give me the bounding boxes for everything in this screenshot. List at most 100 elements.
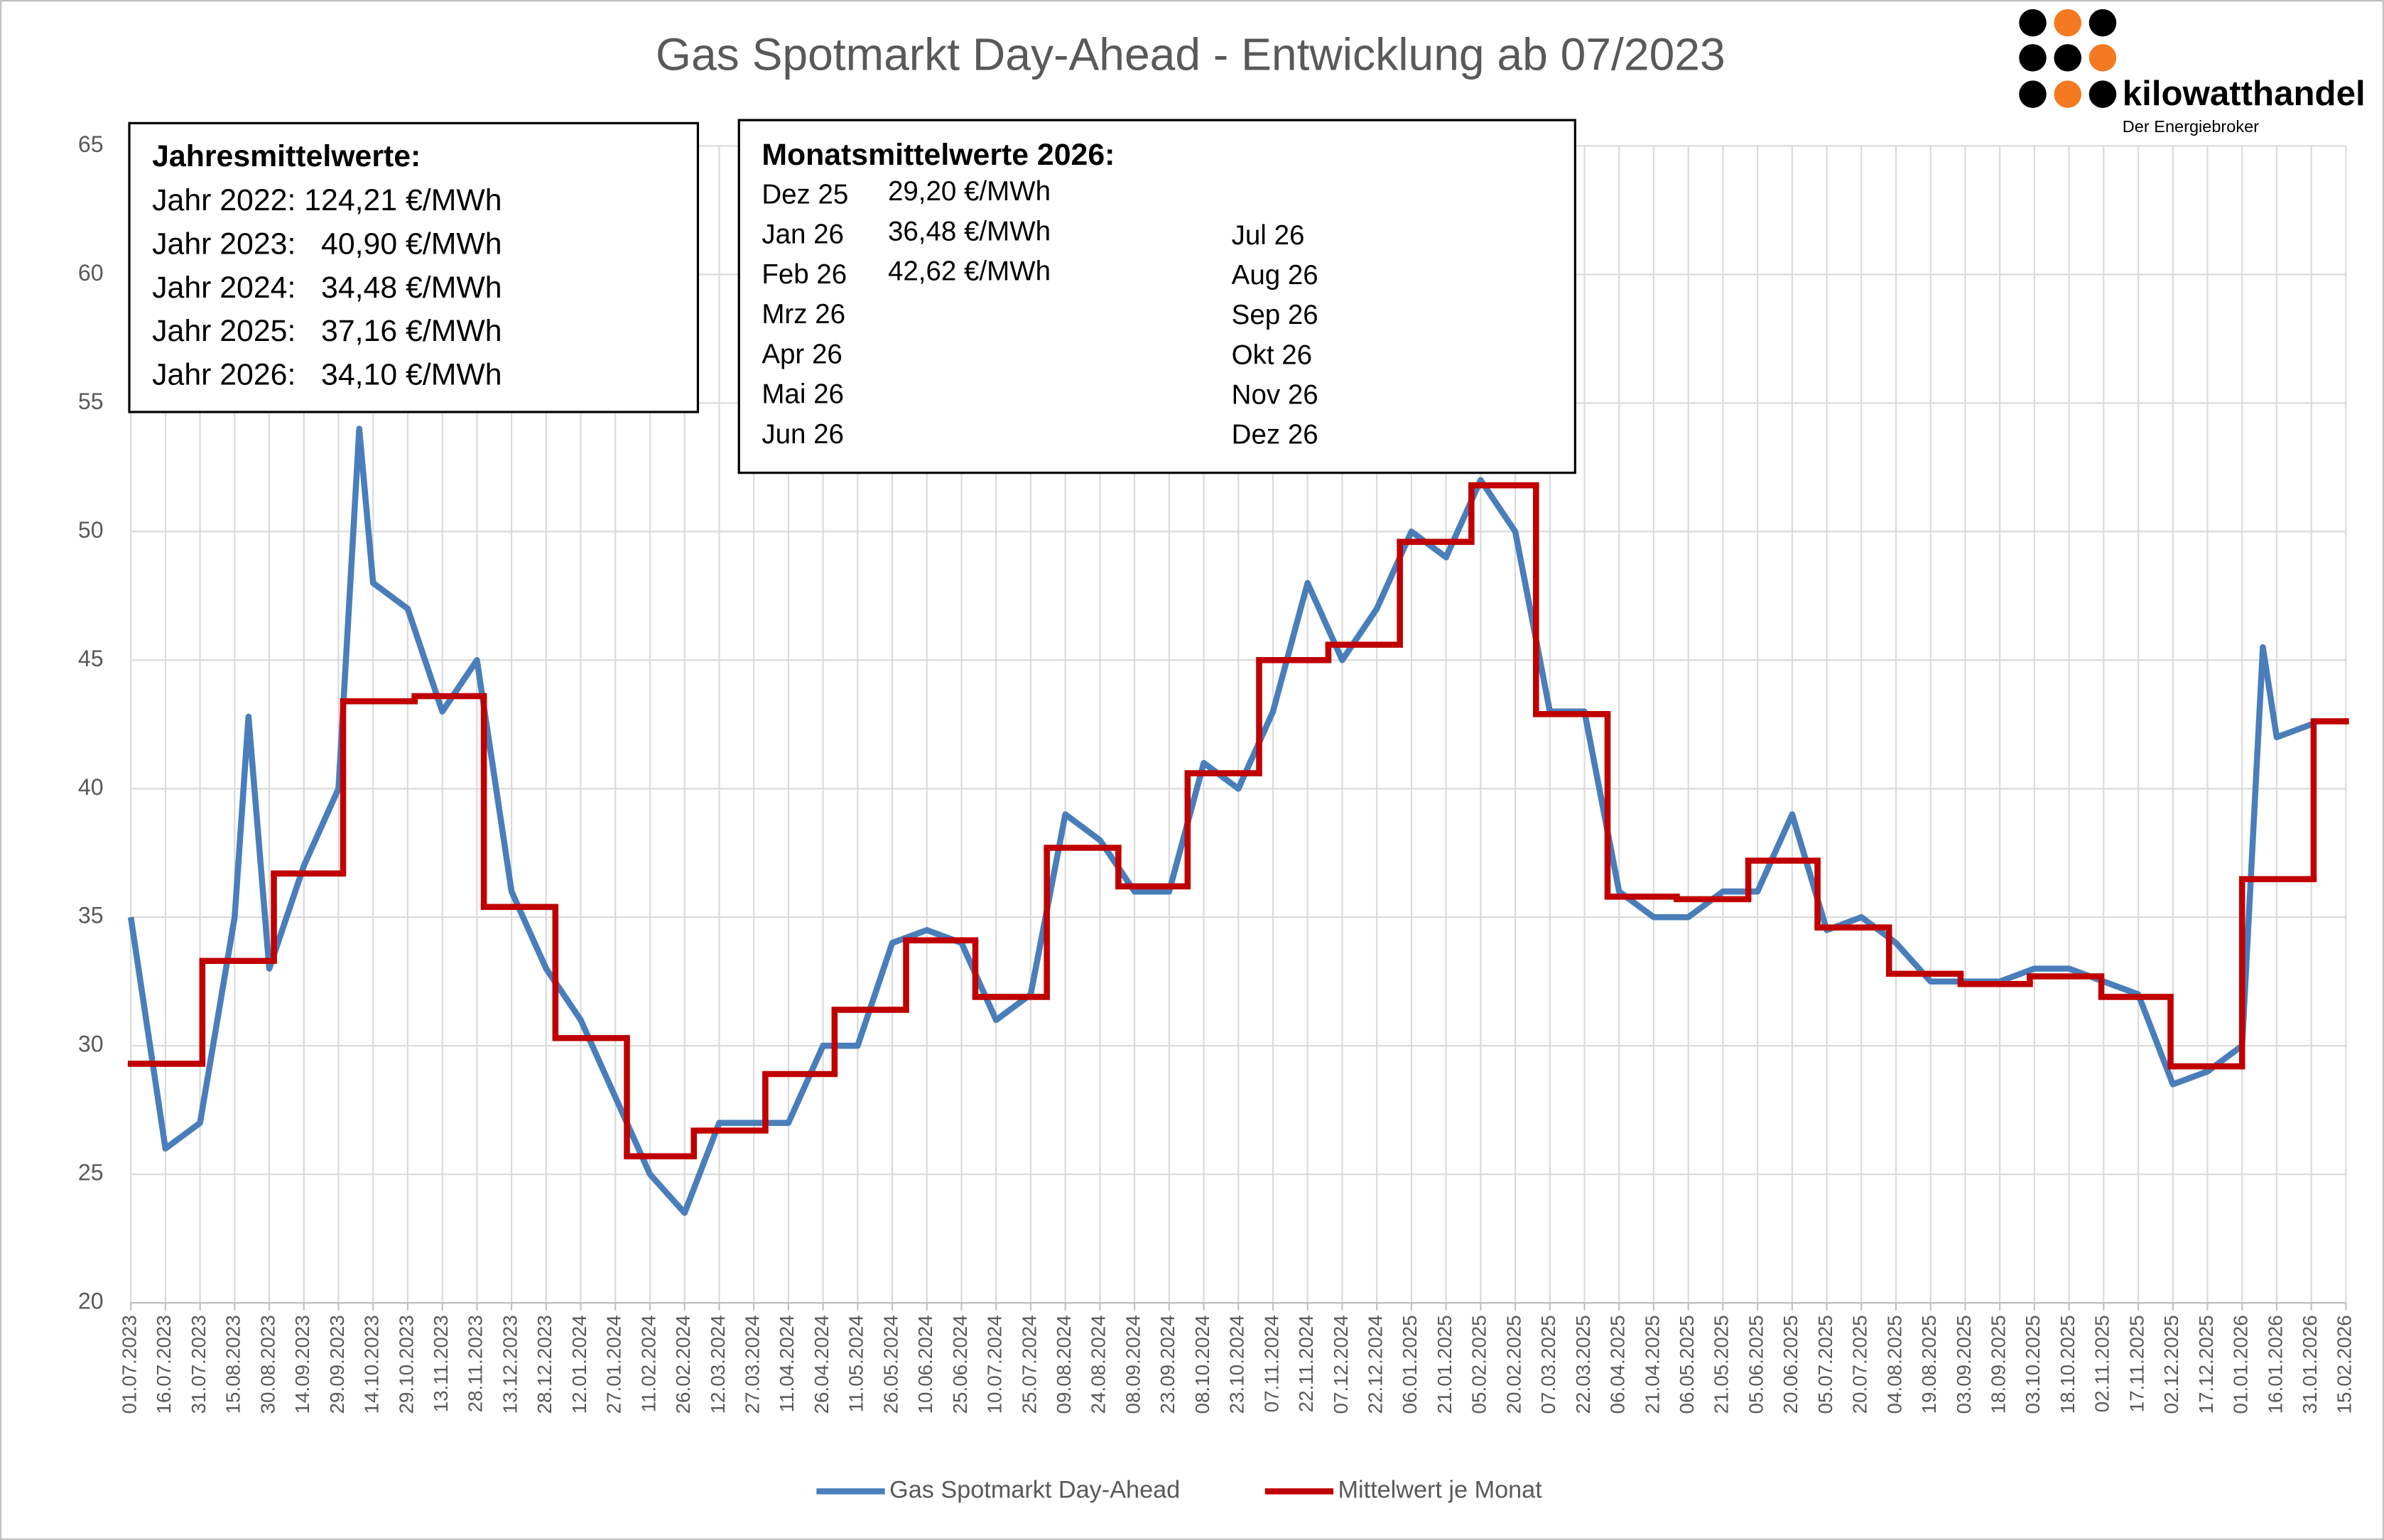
- logo-name: kilowatthandel: [2123, 74, 2366, 113]
- monthly-box: [737, 119, 1576, 475]
- month-label: Jan 26: [762, 219, 844, 250]
- month-label: Dez 26: [1232, 419, 1318, 450]
- month-label: Dez 25: [762, 179, 848, 210]
- x-tick-label: 10.06.2024: [914, 1315, 936, 1414]
- x-tick-label: 03.10.2025: [2022, 1315, 2044, 1414]
- x-tick-label: 29.10.2023: [395, 1315, 417, 1414]
- x-tick-label: 23.09.2024: [1156, 1315, 1179, 1414]
- month-label: Okt 26: [1232, 340, 1312, 370]
- month-label: Sep 26: [1232, 300, 1318, 330]
- yearly-line: Jahr 2025: 37,16 €/MWh: [152, 314, 502, 348]
- plot: [127, 425, 2349, 1216]
- x-tick-label: 02.12.2025: [2160, 1315, 2182, 1414]
- x-tick-label: 21.05.2025: [1711, 1315, 1733, 1414]
- x-tick-label: 18.09.2025: [1988, 1315, 2010, 1414]
- logo-dot: [2019, 80, 2047, 108]
- x-tick-label: 19.08.2025: [1918, 1315, 1940, 1414]
- x-tick-label: 01.07.2023: [118, 1315, 140, 1414]
- x-tick-label: 06.01.2025: [1399, 1315, 1421, 1414]
- x-tick-label: 20.06.2025: [1779, 1315, 1801, 1414]
- x-tick-label: 29.09.2023: [326, 1315, 348, 1414]
- y-tick-label: 35: [78, 903, 104, 928]
- month-label: Feb 26: [762, 259, 847, 290]
- x-tick-label: 17.12.2025: [2195, 1315, 2217, 1414]
- month-label: Apr 26: [762, 339, 842, 369]
- monthly-box-title: Monatsmittelwerte 2026:: [762, 138, 1115, 172]
- y-tick-label: 55: [78, 389, 104, 414]
- logo-dot: [2088, 44, 2117, 72]
- x-tick-label: 31.01.2026: [2299, 1315, 2321, 1414]
- logo-dot: [2054, 9, 2082, 37]
- logo-dot: [2088, 9, 2117, 37]
- x-tick-label: 05.02.2025: [1468, 1315, 1490, 1414]
- x-tick-label: 26.05.2024: [879, 1315, 901, 1414]
- logo-dot: [2019, 44, 2047, 72]
- x-tick-label: 20.02.2025: [1502, 1315, 1524, 1414]
- x-tick-label: 26.04.2024: [811, 1315, 833, 1414]
- x-tick-label: 15.02.2026: [2334, 1315, 2356, 1414]
- x-tick-label: 06.05.2025: [1676, 1315, 1698, 1414]
- x-tick-label: 23.10.2024: [1226, 1315, 1248, 1414]
- x-tick-label: 08.10.2024: [1191, 1315, 1213, 1414]
- x-tick-label: 18.10.2025: [2057, 1315, 2079, 1414]
- x-tick-label: 05.06.2025: [1745, 1315, 1767, 1414]
- x-tick-label: 25.06.2024: [949, 1315, 971, 1414]
- x-tick-label: 06.04.2025: [1607, 1315, 1629, 1414]
- x-tick-label: 01.01.2026: [2230, 1315, 2252, 1414]
- y-tick-label: 30: [78, 1031, 104, 1057]
- yearly-line: Jahr 2023: 40,90 €/MWh: [152, 227, 502, 261]
- x-tick-label: 30.08.2023: [256, 1315, 278, 1414]
- legend-label: Mittelwert je Monat: [1338, 1477, 1542, 1504]
- x-tick-label: 07.12.2024: [1330, 1315, 1352, 1414]
- logo: kilowatthandel Der Energiebroker: [2019, 9, 2366, 136]
- x-tick-label: 22.03.2025: [1572, 1315, 1594, 1414]
- x-tick-label: 08.09.2024: [1122, 1315, 1144, 1414]
- month-label: Jul 26: [1232, 220, 1305, 251]
- x-tick-label: 11.02.2024: [637, 1315, 659, 1412]
- x-tick-label: 04.08.2025: [1883, 1315, 1905, 1414]
- y-tick-label: 65: [78, 131, 104, 157]
- logo-tagline: Der Energiebroker: [2123, 117, 2259, 136]
- month-value: 29,20 €/MWh: [888, 176, 1051, 207]
- x-tick-label: 03.09.2025: [1953, 1315, 1975, 1414]
- x-tick-label: 20.07.2025: [1849, 1315, 1871, 1414]
- x-tick-label: 14.10.2023: [361, 1315, 383, 1414]
- chart-title: Gas Spotmarkt Day-Ahead - Entwicklung ab…: [656, 28, 1725, 80]
- legend: Gas Spotmarkt Day-Ahead Mittelwert je Mon…: [816, 1477, 1542, 1504]
- x-tick-label: 26.02.2024: [672, 1315, 694, 1414]
- y-tick-label: 50: [78, 517, 104, 543]
- month-value: 36,48 €/MWh: [888, 216, 1051, 246]
- month-value: 42,62 €/MWh: [888, 256, 1051, 287]
- yearly-line: Jahr 2026: 34,10 €/MWh: [152, 358, 502, 392]
- x-tick-label: 02.11.2025: [2091, 1315, 2113, 1412]
- x-tick-label: 11.05.2024: [845, 1315, 867, 1412]
- month-label: Mai 26: [762, 379, 844, 410]
- x-tick-label: 13.11.2023: [430, 1315, 452, 1412]
- x-tick-label: 16.07.2023: [153, 1315, 175, 1414]
- x-tick-label: 15.08.2023: [222, 1315, 244, 1414]
- x-tick-label: 25.07.2024: [1018, 1315, 1040, 1414]
- x-tick-label: 10.07.2024: [984, 1315, 1006, 1414]
- x-tick-label: 07.03.2025: [1537, 1315, 1559, 1414]
- yearly-box-title: Jahresmittelwerte:: [152, 139, 421, 173]
- legend-label: Gas Spotmarkt Day-Ahead: [889, 1477, 1180, 1504]
- x-tick-label: 22.11.2024: [1295, 1315, 1317, 1412]
- x-tick-label: 07.11.2024: [1260, 1315, 1282, 1412]
- y-tick-label: 20: [78, 1289, 104, 1314]
- x-tick-label: 09.08.2024: [1053, 1315, 1075, 1414]
- x-tick-label: 13.12.2023: [499, 1315, 521, 1414]
- logo-dot: [2054, 44, 2082, 72]
- x-tick-label: 14.09.2023: [291, 1315, 313, 1414]
- y-tick-label: 60: [78, 260, 104, 286]
- y-tick-label: 45: [78, 646, 104, 671]
- x-tick-label: 16.01.2026: [2264, 1315, 2286, 1414]
- yearly-line: Jahr 2024: 34,48 €/MWh: [152, 271, 502, 305]
- logo-dot: [2088, 80, 2117, 108]
- month-label: Mrz 26: [762, 299, 845, 330]
- yearly-line: Jahr 2022: 124,21 €/MWh: [152, 183, 502, 217]
- month-label: Aug 26: [1232, 260, 1318, 291]
- yearly-box: [128, 121, 700, 413]
- x-tick-label: 24.08.2024: [1088, 1315, 1110, 1414]
- x-tick-label: 22.12.2024: [1365, 1315, 1387, 1414]
